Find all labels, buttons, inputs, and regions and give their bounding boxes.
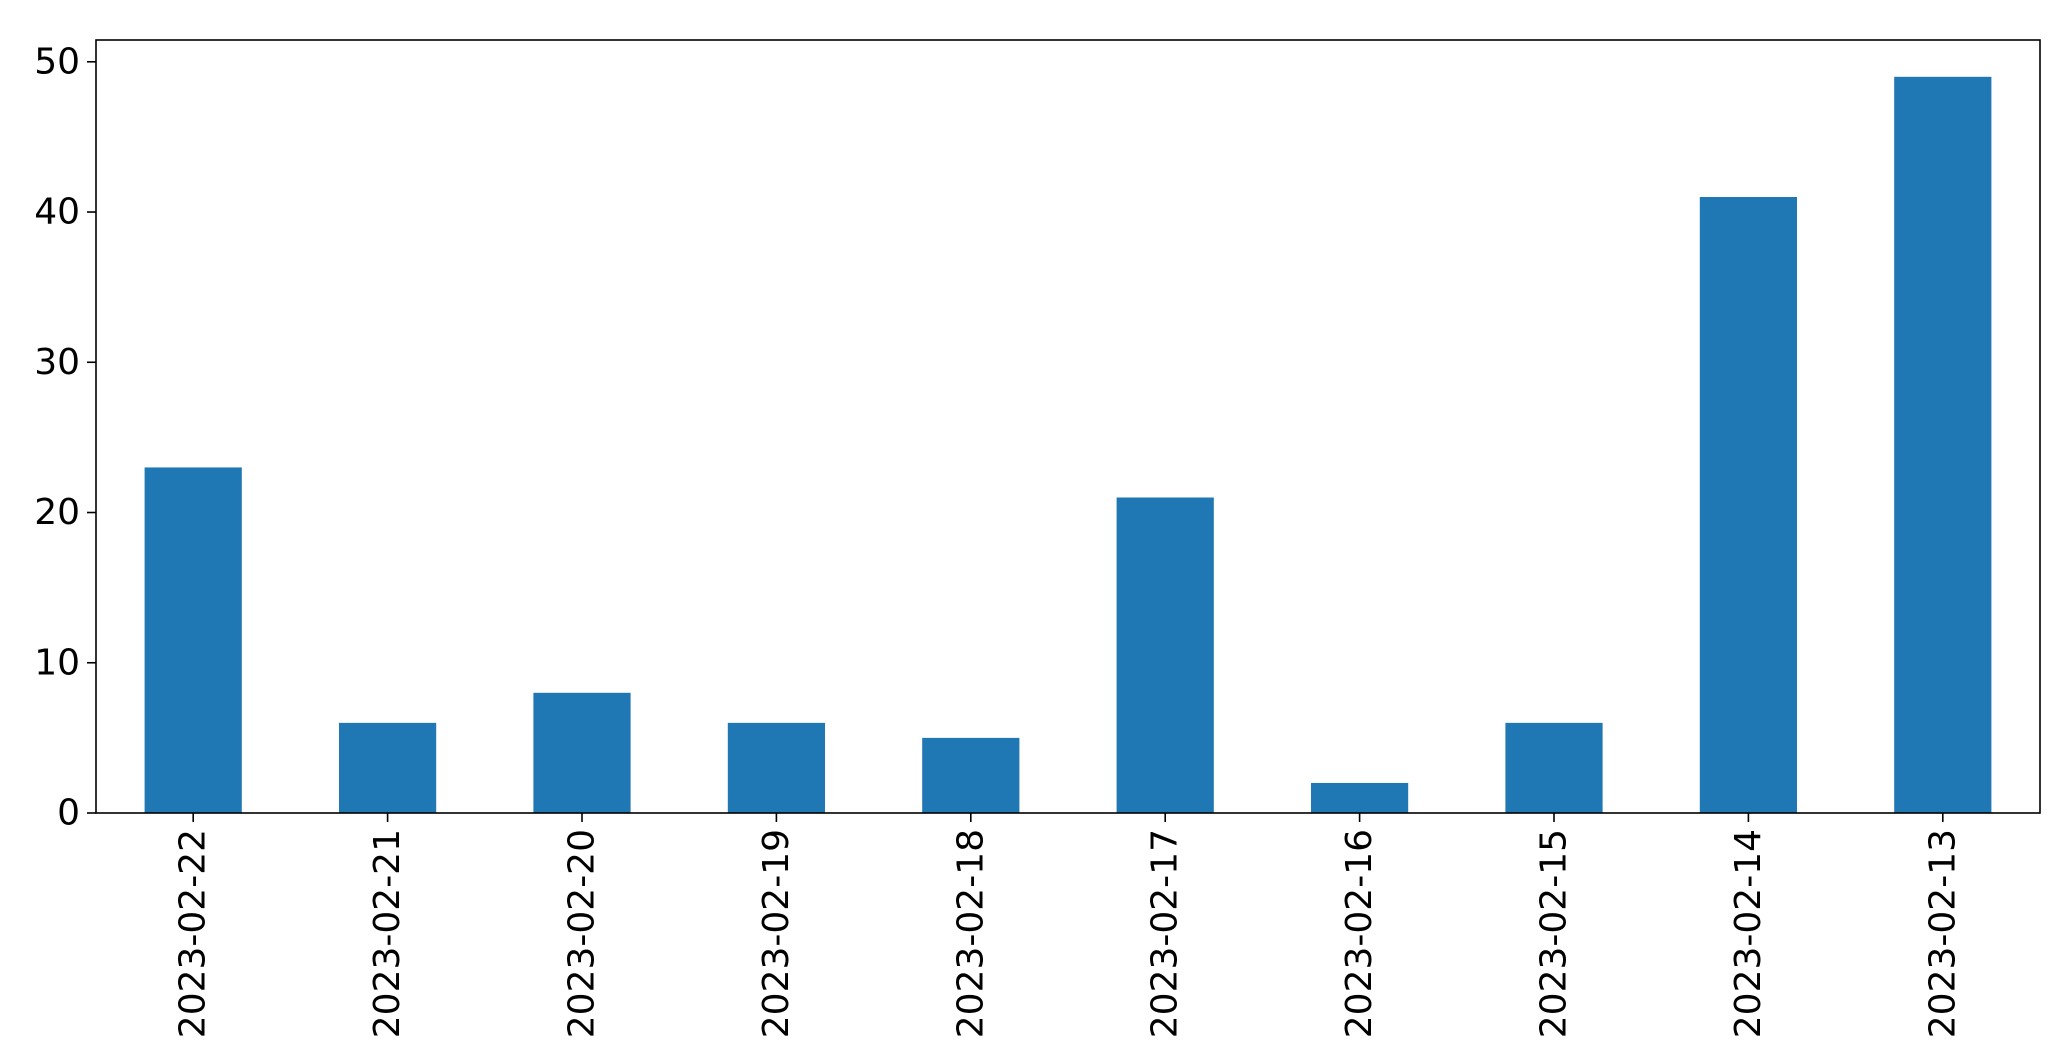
bar-2023-02-15 (1505, 722, 1603, 813)
bar-2023-02-14 (1699, 197, 1797, 813)
x-tick-label: 2023-02-16 (1339, 829, 1380, 1038)
x-tick-label: 2023-02-21 (367, 829, 408, 1038)
x-tick-label: 2023-02-15 (1534, 829, 1575, 1038)
x-axis: 2023-02-22 2023-02-21 2023-02-20 2023-02-19… (173, 813, 1963, 1038)
x-tick-label: 2023-02-22 (173, 829, 214, 1038)
bar-2023-02-19 (727, 722, 825, 813)
x-tick-label: 2023-02-20 (562, 829, 603, 1038)
y-tick-label: 30 (34, 342, 80, 383)
bar-2023-02-20 (533, 692, 631, 813)
bar-2023-02-22 (144, 467, 242, 813)
x-tick-label: 2023-02-14 (1728, 829, 1769, 1038)
y-tick-label: 40 (34, 192, 80, 233)
x-tick-label: 2023-02-17 (1145, 829, 1186, 1038)
y-tick-label: 10 (34, 642, 80, 683)
bar-2023-02-21 (339, 722, 437, 813)
x-tick-label: 2023-02-19 (756, 829, 797, 1038)
bar-2023-02-17 (1116, 497, 1214, 813)
bar-2023-02-13 (1894, 76, 1992, 814)
y-tick-label: 50 (34, 41, 80, 82)
y-axis: 0 10 20 30 40 50 (34, 41, 96, 834)
plot-frame (95, 39, 2041, 814)
bars-layer (144, 76, 1992, 814)
bar-2023-02-16 (1311, 782, 1409, 813)
y-tick-label: 0 (57, 793, 80, 834)
x-tick-label: 2023-02-18 (950, 829, 991, 1038)
x-tick-label: 2023-02-13 (1922, 829, 1963, 1038)
bar-2023-02-18 (922, 737, 1020, 813)
y-tick-label: 20 (34, 492, 80, 533)
